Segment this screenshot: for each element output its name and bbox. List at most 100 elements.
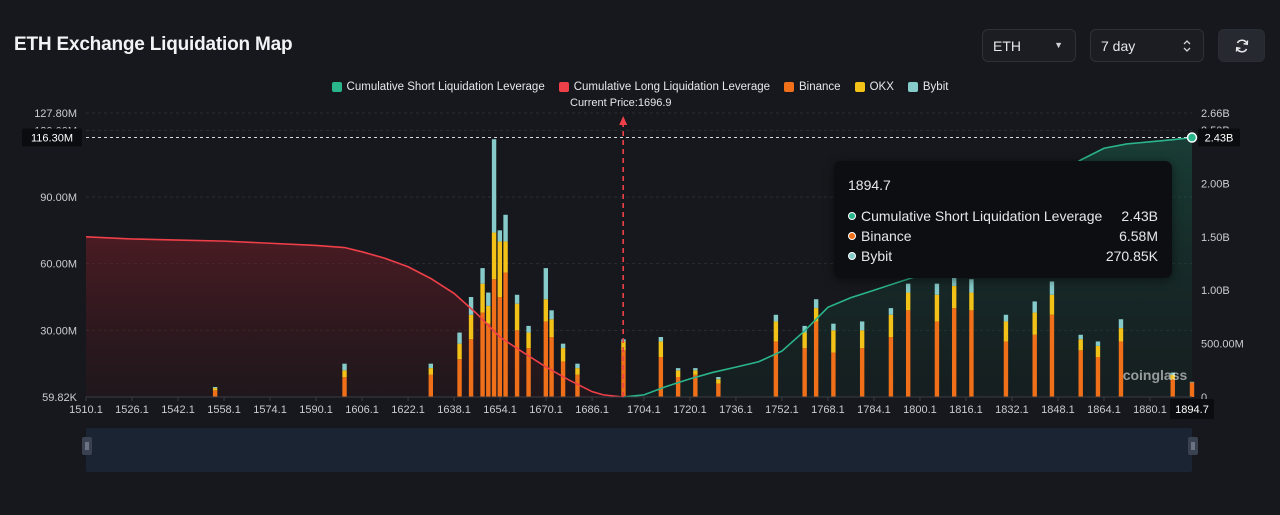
bar-bybit bbox=[859, 321, 865, 331]
refresh-icon bbox=[1235, 38, 1248, 53]
bar-bybit bbox=[342, 363, 347, 371]
refresh-button[interactable] bbox=[1218, 29, 1265, 62]
bar-okx bbox=[1003, 321, 1009, 342]
bar-binance bbox=[716, 383, 721, 397]
zoom-slider[interactable] bbox=[86, 428, 1192, 472]
bar-okx bbox=[802, 332, 807, 349]
crosshair-x-tag bbox=[1170, 399, 1214, 419]
bar-bybit bbox=[212, 387, 218, 389]
bar-bybit bbox=[497, 230, 503, 242]
watermark-logo: coinglass bbox=[1123, 367, 1188, 383]
bar-okx bbox=[1032, 312, 1037, 335]
y-right-tick-label: 2.66B bbox=[1201, 108, 1230, 120]
bar-okx bbox=[773, 321, 779, 342]
x-tick-label: 1784.1 bbox=[857, 404, 891, 416]
bar-bybit bbox=[491, 139, 497, 233]
bar-binance bbox=[342, 377, 347, 397]
bar-bybit bbox=[1095, 341, 1101, 346]
legend-swatch bbox=[907, 82, 918, 92]
range-select[interactable]: 7 day bbox=[1090, 29, 1204, 62]
bar-binance bbox=[1095, 357, 1101, 397]
coin-select-value: ETH bbox=[993, 37, 1021, 54]
legend-swatch bbox=[854, 82, 865, 92]
x-tick-label: 1864.1 bbox=[1087, 404, 1121, 416]
bar-bybit bbox=[1189, 381, 1195, 383]
range-select-value: 7 day bbox=[1101, 37, 1136, 54]
bar-okx bbox=[212, 388, 218, 391]
legend-label: Cumulative Long Liquidation Leverage bbox=[573, 81, 771, 93]
crosshair-left-tag bbox=[22, 128, 82, 147]
legend-label: Bybit bbox=[922, 81, 949, 93]
bar-binance bbox=[1170, 379, 1175, 397]
bar-binance bbox=[1078, 350, 1083, 397]
bar-bybit bbox=[1118, 319, 1124, 329]
zoom-handle-left[interactable] bbox=[82, 437, 92, 455]
bar-bybit bbox=[560, 343, 566, 349]
x-tick-label: 1736.1 bbox=[719, 404, 753, 416]
y-right-tick-label: 0 bbox=[1201, 392, 1207, 404]
chevron-down-icon: ▼ bbox=[1054, 40, 1063, 50]
bar-bybit bbox=[813, 299, 819, 309]
x-tick-label: 1654.1 bbox=[483, 404, 517, 416]
bar-bybit bbox=[543, 268, 549, 300]
x-tick-label: 1510.1 bbox=[69, 404, 103, 416]
bar-binance bbox=[888, 337, 894, 397]
bar-okx bbox=[514, 303, 520, 331]
bar-bybit bbox=[716, 377, 721, 380]
legend-item-binance[interactable]: Binance bbox=[784, 81, 841, 93]
bar-okx bbox=[693, 370, 698, 375]
bar-binance bbox=[1189, 382, 1195, 397]
bar-okx bbox=[560, 348, 566, 362]
bar-binance bbox=[1118, 341, 1124, 397]
y-right-tick-label: 2.00B bbox=[1201, 178, 1230, 190]
bar-binance bbox=[575, 374, 580, 397]
long-line bbox=[85, 236, 624, 398]
tooltip-label: Cumulative Short Liquidation Leverage bbox=[861, 208, 1103, 224]
bar-okx bbox=[486, 305, 491, 324]
bar-okx bbox=[969, 292, 974, 311]
legend-label: Binance bbox=[799, 81, 841, 93]
bar-okx bbox=[813, 308, 819, 322]
bar-okx bbox=[716, 379, 721, 384]
legend-item-okx[interactable]: OKX bbox=[854, 81, 894, 93]
bar-bybit bbox=[802, 325, 807, 333]
legend-swatch bbox=[331, 82, 342, 92]
x-tick-label: 1848.1 bbox=[1041, 404, 1075, 416]
exchange-bars bbox=[212, 139, 1195, 397]
legend-item-bybit[interactable]: Bybit bbox=[907, 81, 949, 93]
bar-bybit bbox=[969, 279, 974, 293]
legend-item-long[interactable]: Cumulative Long Liquidation Leverage bbox=[558, 81, 771, 93]
bar-binance bbox=[969, 310, 974, 397]
bar-okx bbox=[658, 341, 664, 357]
bar-okx bbox=[468, 314, 474, 340]
x-tick-label: 1800.1 bbox=[903, 404, 937, 416]
x-tick-label: 1670.1 bbox=[529, 404, 563, 416]
bar-binance bbox=[802, 348, 807, 397]
tooltip-label: Bybit bbox=[861, 248, 893, 264]
coin-select[interactable]: ETH ▼ bbox=[982, 29, 1076, 62]
updown-icon bbox=[1183, 40, 1191, 52]
bar-binance bbox=[428, 374, 433, 397]
short-line bbox=[623, 136, 1193, 398]
bar-okx bbox=[342, 370, 347, 377]
bar-binance bbox=[831, 352, 836, 397]
bar-bybit bbox=[503, 214, 508, 242]
bar-bybit bbox=[675, 368, 681, 371]
bar-bybit bbox=[428, 363, 433, 369]
y-left-tick-label: 90.00M bbox=[40, 192, 77, 204]
bar-okx bbox=[503, 241, 508, 273]
x-tick-label: 1558.1 bbox=[207, 404, 241, 416]
x-tick-label: 1752.1 bbox=[765, 404, 799, 416]
crosshair-right-tag bbox=[1198, 128, 1240, 147]
chart-tooltip: 1894.7 Cumulative Short Liquidation Leve… bbox=[834, 161, 1172, 278]
bar-binance bbox=[560, 361, 566, 397]
legend-item-short[interactable]: Cumulative Short Liquidation Leverage bbox=[331, 81, 545, 93]
bar-binance bbox=[491, 279, 497, 397]
bar-okx bbox=[575, 368, 580, 375]
zoom-handle-right[interactable] bbox=[1188, 437, 1198, 455]
bar-okx bbox=[1170, 374, 1175, 380]
bar-okx bbox=[831, 330, 836, 353]
bar-binance bbox=[951, 308, 957, 397]
y-left-tick-label: 30.00M bbox=[40, 325, 77, 337]
legend-label: Cumulative Short Liquidation Leverage bbox=[346, 81, 545, 93]
